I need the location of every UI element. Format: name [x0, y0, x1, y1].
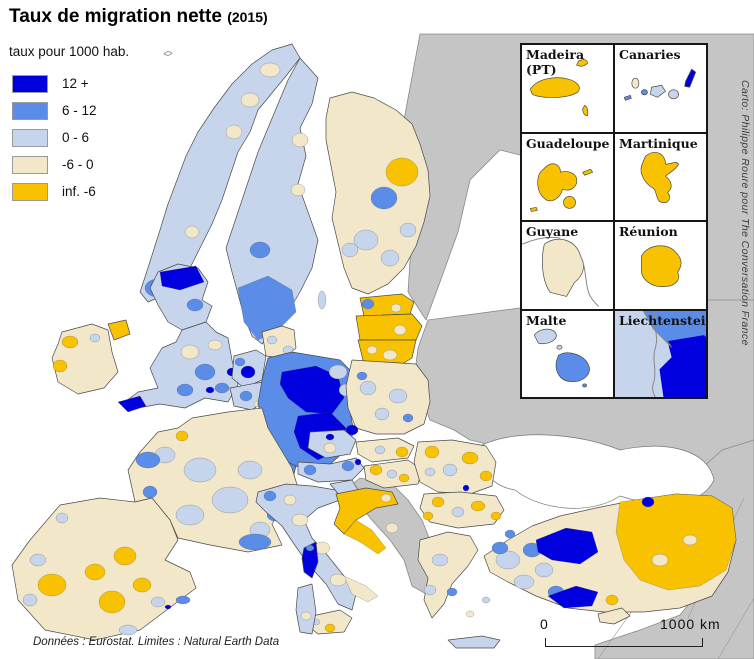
inset-liechtenstein: Liechtenstein: [615, 310, 706, 397]
canaries-map: [623, 68, 697, 101]
country-turkey: [483, 493, 737, 613]
legend-row: 0 - 6: [12, 124, 97, 151]
legend-swatch-minus6-0: [12, 155, 48, 174]
madeira-map: [529, 59, 589, 116]
inset-malte: Malte: [522, 310, 613, 397]
legend-row: inf. -6: [12, 178, 97, 205]
inset-guadeloupe: Guadeloupe: [522, 133, 613, 220]
island-mallorca: [175, 595, 191, 605]
country-denmark: [261, 325, 297, 359]
country-austria: [297, 457, 365, 483]
inset-label: Madeira (PT): [526, 47, 585, 77]
country-spain-portugal: [11, 497, 197, 641]
country-czechia: [307, 429, 357, 459]
small-islet-outline: [163, 51, 173, 56]
country-united-kingdom: [107, 263, 239, 413]
legend-label: 0 - 6: [62, 130, 90, 145]
country-greece: [417, 531, 501, 649]
inset-label: Réunion: [619, 224, 678, 239]
region-montenegro-patch: [385, 522, 399, 534]
island-corsica: [301, 541, 319, 579]
guyane-map: [522, 236, 600, 307]
island-ibiza: [164, 604, 172, 610]
data-source-credit: Données : Eurostat. Limites : Natural Ea…: [33, 636, 280, 648]
scale-bar: [545, 638, 703, 647]
legend-row: 12 +: [12, 70, 97, 97]
country-bulgaria: [419, 491, 505, 529]
inset-label: Guadeloupe: [526, 135, 610, 151]
inset-reunion: Réunion: [615, 222, 706, 309]
guadeloupe-map: [529, 162, 593, 212]
legend-row: 6 - 12: [12, 97, 97, 124]
legend-swatch-0-6: [12, 128, 48, 147]
legend-subtitle: taux pour 1000 hab.: [9, 44, 130, 59]
title-year: (2015): [227, 9, 268, 25]
scale-start-label: 0: [540, 616, 548, 632]
page-title: Taux de migration nette (2015): [9, 6, 268, 28]
legend-swatch-6-12: [12, 101, 48, 120]
legend-label: 6 - 12: [62, 103, 97, 118]
liechtenstein-map: [615, 310, 706, 397]
country-finland: [325, 91, 431, 295]
cartographer-credit: Carto: Philippe Roure pour The Conversat…: [739, 80, 751, 346]
legend-label: 12 +: [62, 76, 89, 91]
inset-label: Guyane: [526, 224, 579, 239]
legend: 12 + 6 - 12 0 - 6 -6 - 0 inf. -6: [12, 70, 97, 205]
country-estonia: [359, 293, 415, 317]
inset-label: Malte: [526, 312, 567, 328]
inset-panel: Madeira (PT) Canaries Guadeloupe: [520, 43, 708, 399]
inset-label: Liechtenstein: [619, 312, 706, 328]
country-latvia: [355, 313, 423, 341]
inset-martinique: Martinique: [615, 133, 706, 220]
country-italy: [255, 483, 379, 635]
legend-swatch-12plus: [12, 74, 48, 93]
inset-canaries: Canaries: [615, 45, 706, 132]
island-crete: [447, 635, 501, 649]
legend-swatch-inf-minus6: [12, 182, 48, 201]
scale-end-label: 1000 km: [660, 616, 721, 632]
inset-guyane: Guyane: [522, 222, 613, 309]
country-romania: [413, 439, 497, 495]
legend-label: inf. -6: [62, 184, 96, 199]
reunion-map: [641, 245, 682, 288]
legend-row: -6 - 0: [12, 151, 97, 178]
country-ireland: [51, 323, 119, 395]
inset-label: Martinique: [619, 135, 698, 151]
island-sardinia: [295, 583, 317, 635]
martinique-map: [640, 151, 679, 203]
inset-label: Canaries: [619, 47, 681, 62]
island-cyprus: [597, 607, 631, 625]
country-hungary: [363, 459, 423, 489]
country-france: [127, 407, 299, 553]
country-sweden: [225, 57, 327, 345]
inset-madeira: Madeira (PT): [522, 45, 613, 132]
malte-map: [533, 328, 590, 387]
title-main: Taux de migration nette: [9, 6, 222, 27]
country-slovakia: [355, 437, 415, 463]
country-croatia: [333, 487, 399, 555]
legend-label: -6 - 0: [62, 157, 94, 172]
country-poland: [345, 359, 431, 436]
country-netherlands: [231, 349, 267, 389]
